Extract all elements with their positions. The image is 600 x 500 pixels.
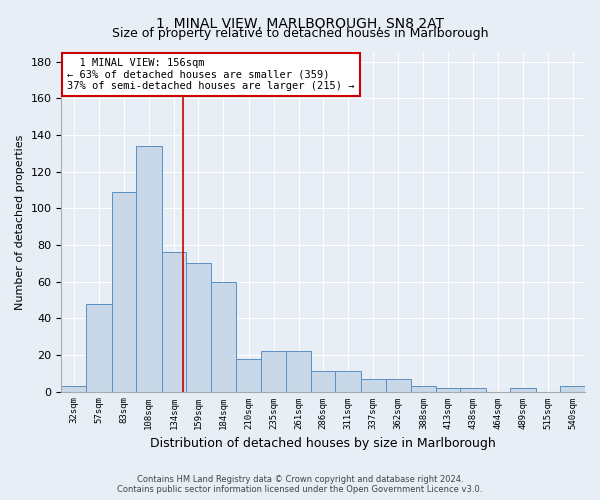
Y-axis label: Number of detached properties: Number of detached properties: [15, 134, 25, 310]
X-axis label: Distribution of detached houses by size in Marlborough: Distribution of detached houses by size …: [151, 437, 496, 450]
Bar: [386, 378, 411, 392]
Bar: [211, 282, 236, 392]
Bar: [286, 351, 311, 392]
Bar: [112, 192, 136, 392]
Bar: [361, 378, 386, 392]
Bar: [86, 304, 112, 392]
Bar: [261, 351, 286, 392]
Bar: [436, 388, 460, 392]
Bar: [311, 372, 335, 392]
Text: 1 MINAL VIEW: 156sqm
← 63% of detached houses are smaller (359)
37% of semi-deta: 1 MINAL VIEW: 156sqm ← 63% of detached h…: [67, 58, 355, 91]
Bar: [460, 388, 486, 392]
Bar: [61, 386, 86, 392]
Bar: [186, 264, 211, 392]
Text: 1, MINAL VIEW, MARLBOROUGH, SN8 2AT: 1, MINAL VIEW, MARLBOROUGH, SN8 2AT: [156, 18, 444, 32]
Bar: [136, 146, 161, 392]
Text: Size of property relative to detached houses in Marlborough: Size of property relative to detached ho…: [112, 28, 488, 40]
Bar: [236, 358, 261, 392]
Bar: [161, 252, 186, 392]
Bar: [511, 388, 536, 392]
Bar: [335, 372, 361, 392]
Bar: [411, 386, 436, 392]
Text: Contains HM Land Registry data © Crown copyright and database right 2024.
Contai: Contains HM Land Registry data © Crown c…: [118, 474, 482, 494]
Bar: [560, 386, 585, 392]
